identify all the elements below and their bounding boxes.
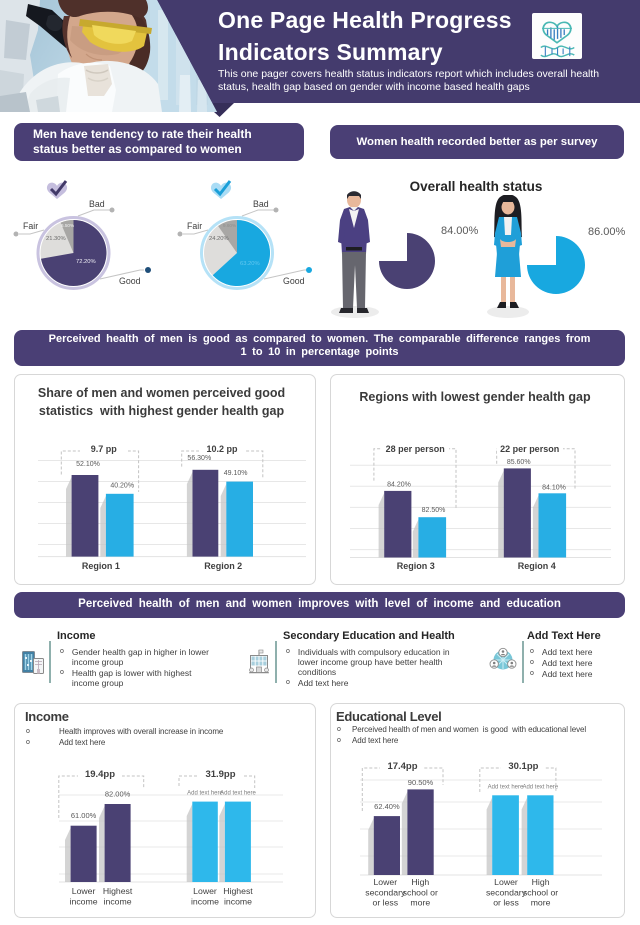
svg-text:9.7 pp: 9.7 pp [91, 444, 118, 454]
svg-text:82.50%: 82.50% [422, 507, 446, 514]
svg-text:Region 4: Region 4 [518, 561, 556, 571]
svg-text:Lower: Lower [494, 877, 518, 887]
svg-text:30.1pp: 30.1pp [508, 761, 538, 772]
svg-text:Add text here: Add text here [187, 791, 223, 797]
svg-text:63.20%: 63.20% [240, 261, 260, 267]
svg-text:more: more [531, 898, 551, 908]
svg-text:84.10%: 84.10% [542, 485, 566, 492]
svg-text:6.50%: 6.50% [61, 223, 74, 228]
svg-text:49.10%: 49.10% [224, 470, 248, 477]
svg-text:22 per person: 22 per person [500, 444, 559, 454]
svg-text:52.10%: 52.10% [76, 461, 100, 468]
svg-text:income: income [70, 897, 98, 907]
svg-text:62.40%: 62.40% [374, 802, 400, 811]
svg-text:Lower: Lower [193, 886, 217, 896]
svg-text:income: income [104, 897, 132, 907]
svg-text:Highest: Highest [103, 886, 133, 896]
svg-text:10.2 pp: 10.2 pp [206, 444, 238, 454]
svg-text:82.00%: 82.00% [105, 790, 131, 799]
svg-text:24.20%: 24.20% [209, 236, 229, 242]
svg-text:Highest: Highest [223, 886, 253, 896]
svg-text:9.60%: 9.60% [223, 223, 236, 228]
svg-text:or less: or less [493, 898, 519, 908]
svg-text:85.60%: 85.60% [507, 459, 531, 466]
svg-text:56.30%: 56.30% [187, 455, 211, 462]
svg-text:Region 3: Region 3 [397, 561, 435, 571]
svg-text:secondary: secondary [486, 887, 527, 897]
svg-text:income: income [224, 897, 252, 907]
svg-text:40.20%: 40.20% [110, 483, 134, 490]
svg-text:Region 2: Region 2 [204, 561, 242, 571]
svg-text:Fair: Fair [23, 221, 38, 231]
svg-text:Bad: Bad [253, 199, 269, 209]
svg-text:31.9pp: 31.9pp [205, 769, 235, 780]
svg-text:High: High [532, 877, 550, 887]
svg-text:17.4pp: 17.4pp [387, 761, 417, 772]
svg-text:school or: school or [403, 887, 438, 897]
svg-text:Region 1: Region 1 [82, 561, 120, 571]
svg-text:Good: Good [119, 276, 141, 286]
svg-text:Lower: Lower [373, 877, 397, 887]
svg-text:Add text here: Add text here [488, 784, 524, 790]
svg-text:21.30%: 21.30% [46, 236, 66, 242]
svg-text:Good: Good [283, 276, 305, 286]
svg-text:secondary: secondary [365, 887, 406, 897]
svg-text:more: more [410, 898, 430, 908]
svg-text:Add text here: Add text here [220, 791, 256, 797]
svg-text:school or: school or [523, 887, 558, 897]
svg-text:84.20%: 84.20% [387, 481, 411, 488]
svg-text:income: income [191, 897, 219, 907]
svg-text:Fair: Fair [187, 221, 202, 231]
svg-text:Lower: Lower [72, 886, 96, 896]
svg-text:28 per person: 28 per person [386, 444, 445, 454]
svg-text:Bad: Bad [89, 199, 105, 209]
svg-text:Add text here: Add text here [522, 784, 558, 790]
svg-text:61.00%: 61.00% [71, 811, 97, 820]
svg-text:72.20%: 72.20% [76, 259, 96, 265]
svg-text:19.4pp: 19.4pp [85, 769, 115, 780]
svg-text:High: High [411, 877, 429, 887]
svg-text:or less: or less [373, 898, 399, 908]
svg-text:90.50%: 90.50% [408, 778, 434, 787]
